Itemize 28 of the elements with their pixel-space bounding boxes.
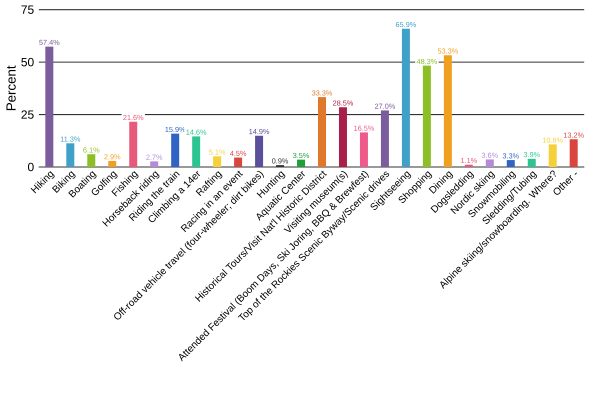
y-tick-label: 25 (21, 110, 34, 119)
bar (570, 139, 578, 167)
bar (506, 160, 515, 167)
bar (66, 143, 74, 167)
y-tick-label: 0 (28, 162, 34, 172)
bar (486, 159, 494, 167)
bar (129, 122, 138, 167)
bar (297, 160, 306, 167)
y-axis-title: Percent (6, 66, 16, 110)
bar (87, 154, 96, 167)
bar (360, 132, 368, 167)
bar (318, 97, 326, 167)
bar (528, 158, 536, 167)
bar (213, 156, 222, 167)
bar (45, 46, 54, 167)
bar (548, 144, 557, 167)
bar (234, 158, 242, 167)
bar (171, 134, 180, 167)
bar (422, 66, 431, 167)
y-tick-label: 50 (21, 58, 34, 66)
bar (255, 136, 264, 167)
bar (380, 110, 389, 167)
bar (444, 55, 452, 167)
bar (402, 28, 410, 167)
bar (150, 161, 158, 167)
bar (338, 107, 347, 167)
bar (108, 160, 116, 167)
y-tick-label: 75 (21, 6, 34, 14)
